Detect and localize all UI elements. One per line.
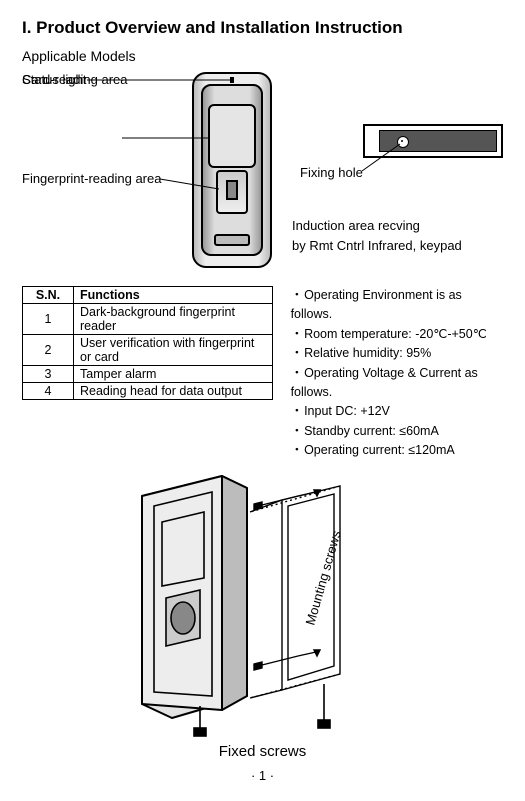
spec-item: Room temperature: -20℃-+50℃ bbox=[291, 325, 503, 344]
cell-sn: 1 bbox=[23, 304, 74, 335]
cell-sn: 3 bbox=[23, 366, 74, 383]
cell-func: Tamper alarm bbox=[74, 366, 273, 383]
table-row: 4 Reading head for data output bbox=[23, 383, 273, 400]
label-fixing-hole: Fixing hole bbox=[300, 165, 363, 180]
table-row: 1 Dark-background fingerprint reader bbox=[23, 304, 273, 335]
device-side-view bbox=[363, 124, 503, 158]
section-heading: I. Product Overview and Installation Ins… bbox=[22, 18, 503, 38]
status-led bbox=[230, 77, 234, 83]
fp-sensor-icon bbox=[226, 180, 238, 200]
spec-item: Input DC: +12V bbox=[291, 402, 503, 421]
cell-func: Dark-background fingerprint reader bbox=[74, 304, 273, 335]
card-reading-area-shape bbox=[208, 104, 256, 168]
table-row: 3 Tamper alarm bbox=[23, 366, 273, 383]
label-card-area: Card-reading area bbox=[22, 72, 128, 87]
cell-func: User verification with fingerprint or ca… bbox=[74, 335, 273, 366]
table-header-row: S.N. Functions bbox=[23, 287, 273, 304]
spec-item: Operating Environment is as follows. bbox=[291, 286, 503, 325]
applicable-models: Applicable Models bbox=[22, 48, 503, 64]
specs-list: Operating Environment is as follows. Roo… bbox=[291, 286, 503, 460]
fingerprint-area-shape bbox=[216, 170, 248, 214]
functions-table: S.N. Functions 1 Dark-background fingerp… bbox=[22, 286, 273, 400]
table-row: 2 User verification with fingerprint or … bbox=[23, 335, 273, 366]
spec-item: Standby current: ≤60mA bbox=[291, 422, 503, 441]
fixing-hole-icon bbox=[397, 136, 409, 148]
label-induction-l2: by Rmt Cntrl Infrared, keypad bbox=[292, 238, 462, 253]
spec-item: Operating current: ≤120mA bbox=[291, 441, 503, 460]
label-mounting-screws: Mounting screws bbox=[302, 529, 343, 627]
device-front-view bbox=[192, 72, 272, 268]
cell-sn: 4 bbox=[23, 383, 74, 400]
speaker-slot bbox=[214, 234, 250, 246]
page-number: · 1 · bbox=[22, 768, 503, 783]
cell-sn: 2 bbox=[23, 335, 74, 366]
spec-item: Operating Voltage & Current as follows. bbox=[291, 364, 503, 403]
product-diagram: Status light Card-reading area Fingerpri… bbox=[22, 72, 503, 282]
installation-figure: Mounting screws Fixed screws bbox=[22, 466, 503, 766]
label-fixed-screws: Fixed screws bbox=[22, 743, 503, 760]
th-func: Functions bbox=[74, 287, 273, 304]
cell-func: Reading head for data output bbox=[74, 383, 273, 400]
spec-item: Relative humidity: 95% bbox=[291, 344, 503, 363]
label-induction-l1: Induction area recving bbox=[292, 218, 420, 233]
installation-svg: Mounting screws bbox=[82, 466, 432, 746]
label-fp-area: Fingerprint-reading area bbox=[22, 171, 161, 186]
th-sn: S.N. bbox=[23, 287, 74, 304]
